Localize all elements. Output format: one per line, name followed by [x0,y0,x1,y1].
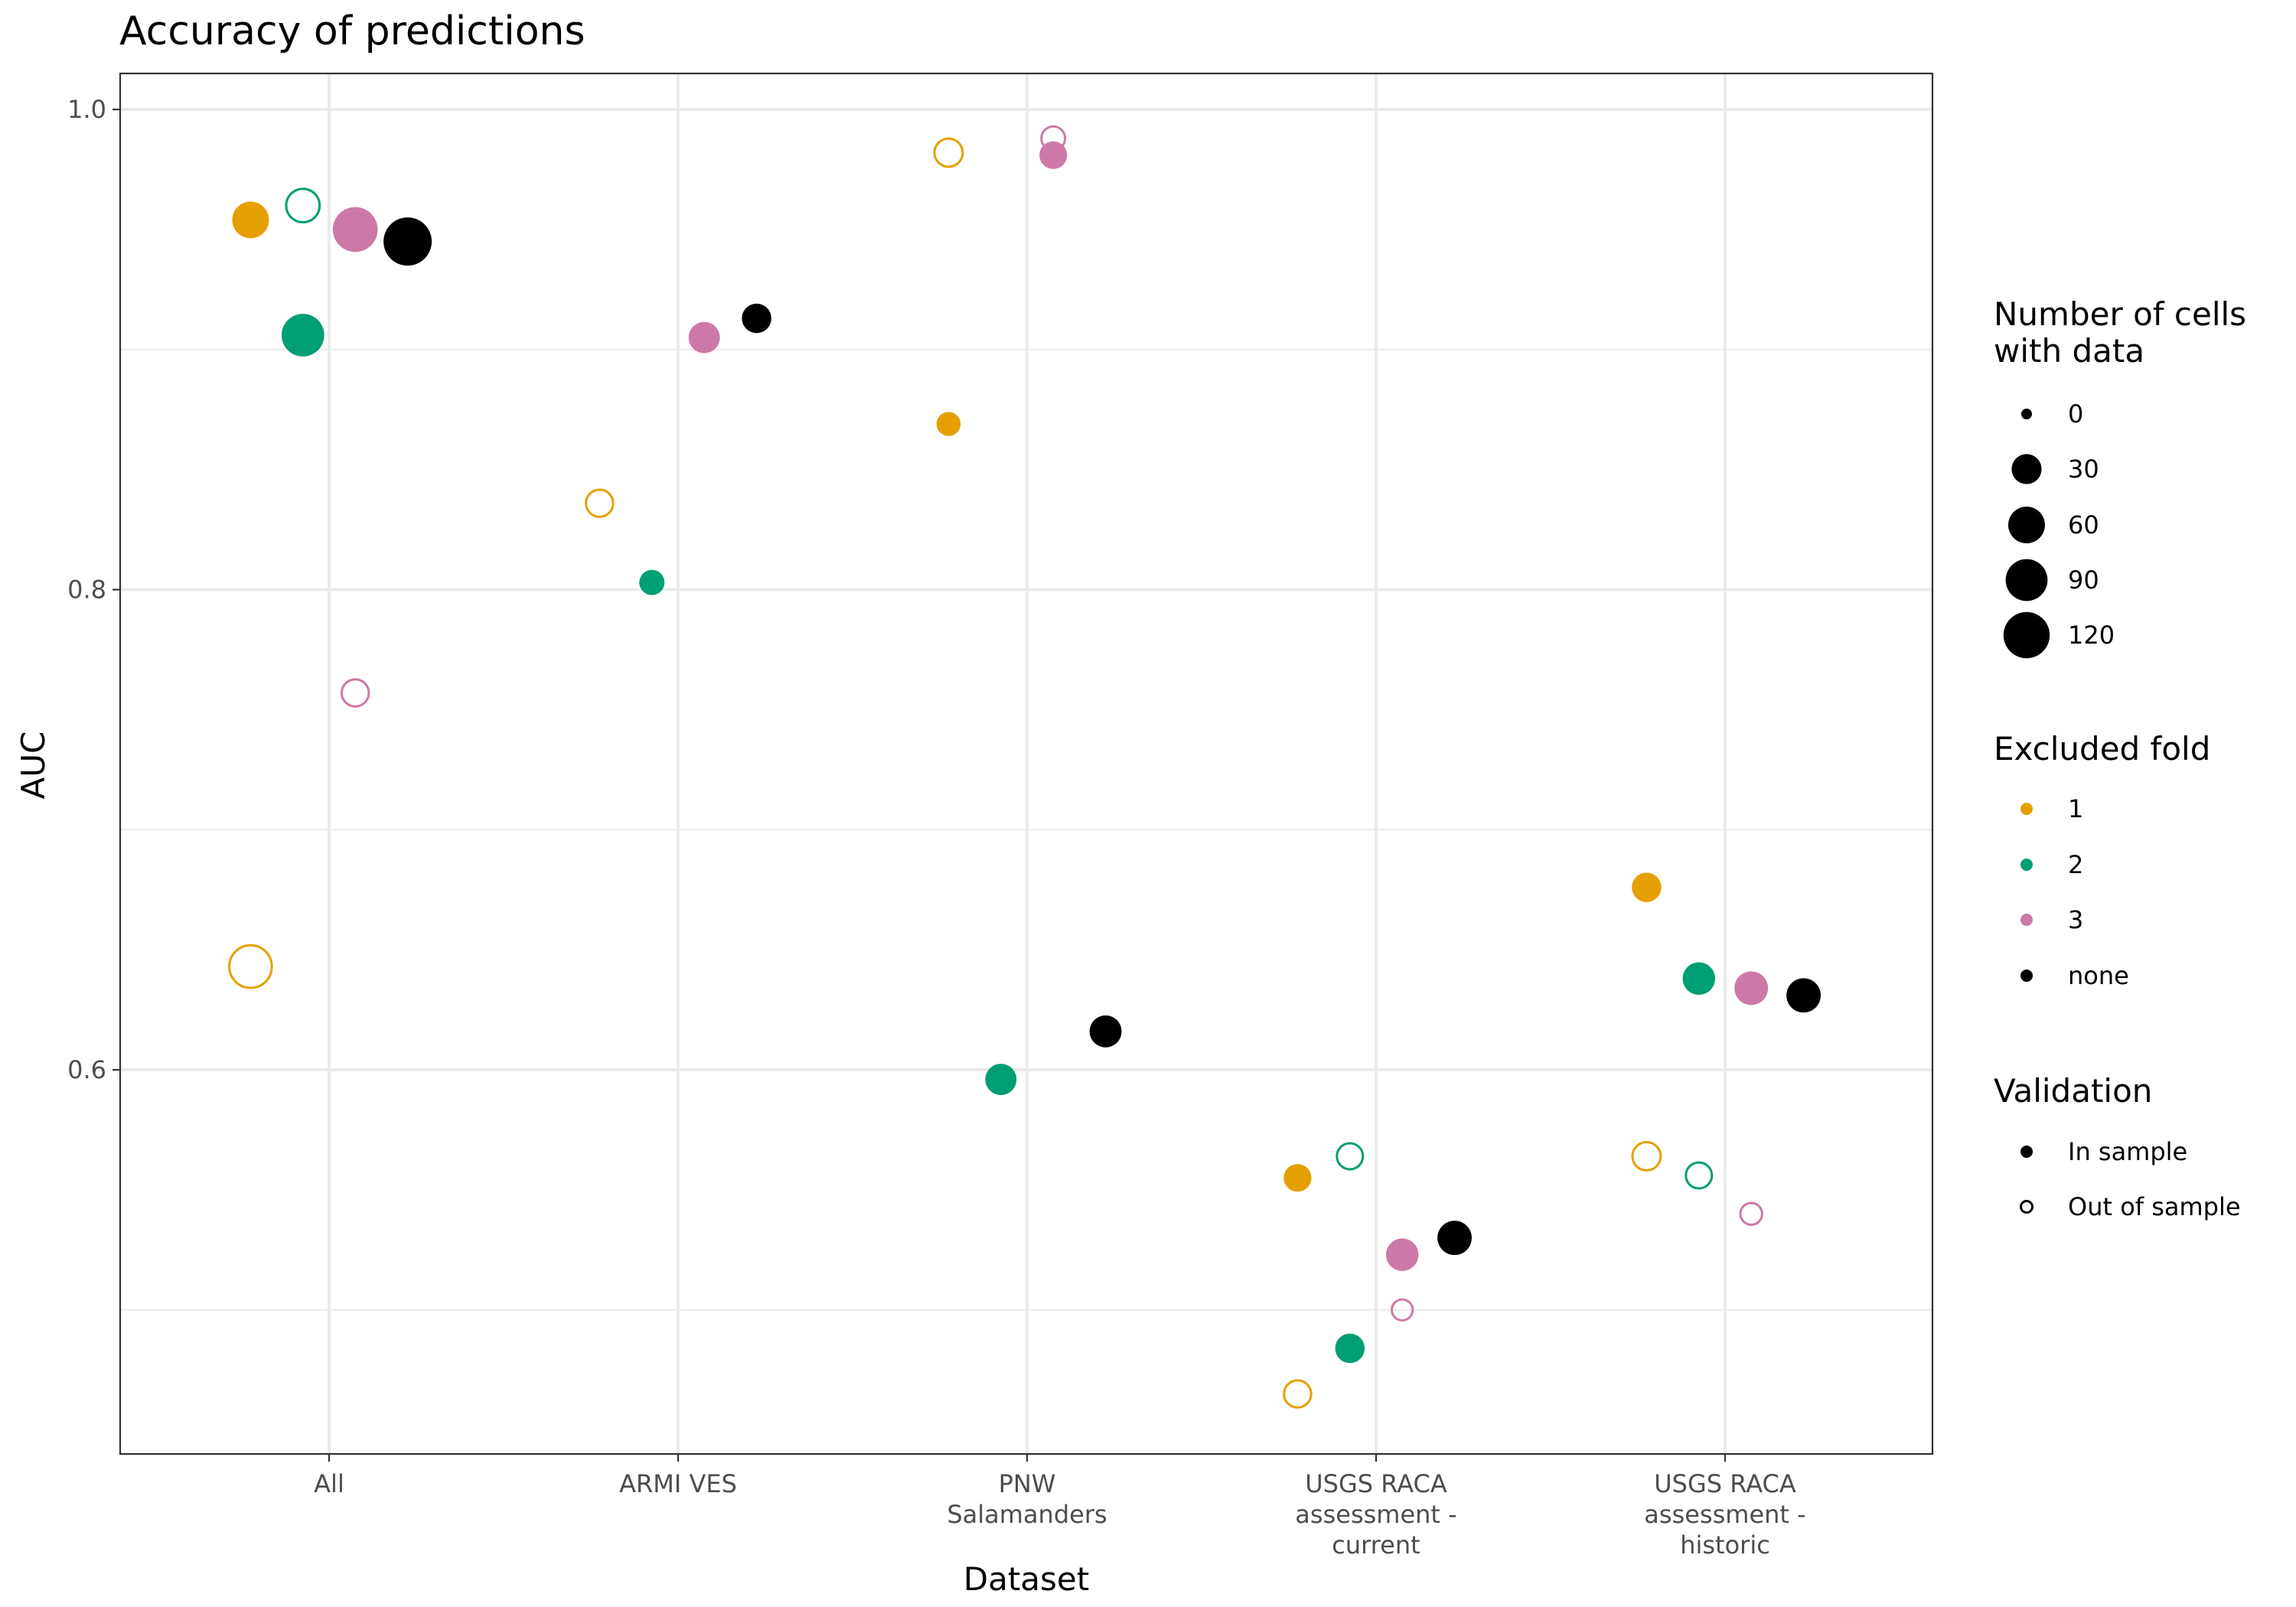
data-point [1089,1015,1122,1048]
y-tick-label: 0.6 [67,1055,106,1084]
legend-fold-label: 2 [2068,850,2083,879]
legend-size-key [2021,409,2032,419]
y-axis-title: AUC [15,732,52,800]
x-axis: All ARMI VES PNW Salamanders USGS RACA assess… [314,1454,1806,1560]
legend-fold-key [2020,914,2033,926]
y-tick-label: 1.0 [67,95,106,124]
legend-size-key [2011,454,2042,484]
data-point [742,303,771,334]
data-point [1632,872,1662,902]
legend-size-title: Number of cells with data [1994,295,2246,370]
legend-validation-key [2020,1200,2033,1214]
data-point [383,217,432,266]
data-point [1391,1298,1414,1322]
x-tick-label: USGS RACA assessment -historic [1644,1469,1805,1560]
legend-validation-key [2020,1146,2033,1158]
data-point [1739,1201,1763,1226]
legend-size-label: 30 [2068,455,2099,484]
data-point [1437,1221,1473,1256]
y-tick-label: 0.8 [67,575,106,605]
data-point [1385,1238,1419,1271]
data-point [1283,1379,1313,1409]
data-point [985,1064,1017,1096]
data-point [228,944,273,989]
data-point [1734,971,1769,1006]
y-axis: 0.6 0.8 1.0 [67,95,120,1084]
legend-size-label: 90 [2068,566,2099,595]
legend-size-label: 120 [2068,621,2115,650]
data-point [1336,1142,1365,1171]
legend-validation-label: In sample [2068,1137,2187,1166]
legend-size-label: 60 [2068,510,2099,539]
data-point [1682,962,1716,996]
data-point [285,187,321,223]
data-point [1283,1164,1312,1192]
legend-validation-label: Out of sample [2068,1192,2241,1221]
legend-fold-title: Excluded fold [1994,730,2210,768]
x-tick-label: PNW Salamanders [947,1469,1107,1529]
data-point [585,488,615,518]
legend-size-label: 0 [2068,399,2083,429]
legend-size-key [2008,507,2045,543]
data-points [228,125,1821,1409]
data-point [639,569,665,595]
data-point [281,314,325,357]
x-tick-label: All [314,1469,344,1498]
legend-size-key [2003,611,2050,659]
legend-size-key [2005,559,2048,601]
data-point [1335,1333,1365,1364]
data-point [232,201,269,239]
data-point [340,678,370,708]
legend-validation-title: Validation [1994,1072,2152,1110]
data-point [1040,125,1067,152]
legend-fold-label: none [2068,961,2129,990]
x-axis-title: Dataset [964,1560,1089,1598]
x-tick-label: ARMI VES [619,1469,737,1498]
legend-fold-key [2020,859,2033,871]
legend-fold-key [2020,803,2033,815]
data-point [688,321,720,354]
grid-lines [120,73,1932,1454]
legend: Number of cells with data 0 30 60 90 120 Exclud… [1994,295,2246,1221]
data-point [1684,1161,1714,1190]
data-point [1786,978,1821,1013]
x-tick-label: USGS RACA assessment -current [1295,1469,1456,1560]
data-point [936,412,961,436]
legend-fold-label: 3 [2068,905,2083,934]
legend-fold-label: 1 [2068,794,2083,823]
data-point [933,137,964,168]
legend-fold-key [2020,970,2033,982]
chart-title: Accuracy of predictions [119,8,585,54]
data-point [1631,1141,1662,1172]
data-point [332,207,378,253]
